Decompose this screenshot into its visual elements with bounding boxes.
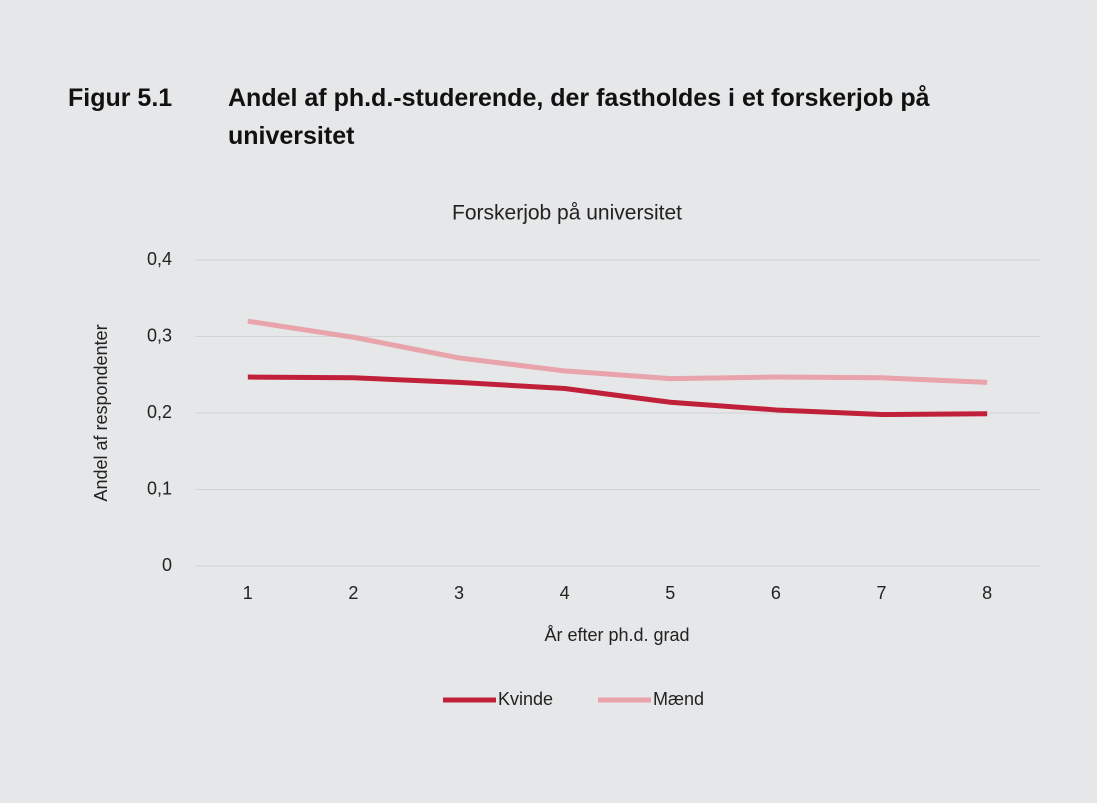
y-tick-label: 0,2: [147, 402, 172, 422]
figure-label: Figur 5.1: [68, 84, 173, 112]
y-axis-label: Andel af respondenter: [91, 324, 111, 501]
line-series: [247, 318, 988, 385]
x-tick-label: 3: [454, 583, 464, 603]
x-tick-label: 2: [348, 583, 358, 603]
y-tick-label: 0,1: [147, 478, 172, 498]
figure-title: Andel af ph.d.-studerende, der fastholde…: [228, 84, 930, 150]
line-series: [247, 374, 988, 418]
x-tick-label: 4: [560, 583, 570, 603]
y-tick-label: 0,4: [147, 249, 172, 269]
y-tick-label: 0: [162, 555, 172, 575]
legend-label: Kvinde: [498, 689, 553, 709]
legend-label: Mænd: [653, 689, 704, 709]
chart-title: Forskerjob på universitet: [452, 202, 682, 225]
x-tick-label: 1: [243, 583, 253, 603]
x-tick-label: 8: [982, 583, 992, 603]
x-tick-label: 7: [877, 583, 887, 603]
x-axis-label: År efter ph.d. grad: [544, 625, 689, 645]
x-tick-label: 6: [771, 583, 781, 603]
x-tick-label: 5: [665, 583, 675, 603]
y-tick-label: 0,3: [147, 325, 172, 345]
